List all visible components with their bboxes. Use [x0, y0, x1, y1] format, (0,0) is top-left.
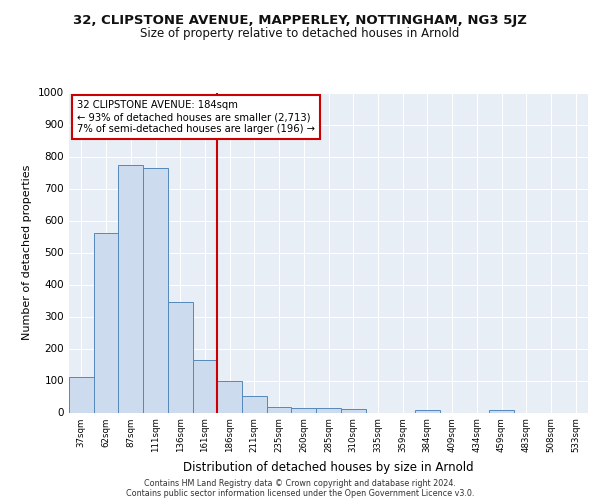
Bar [94, 232, 118, 412]
Text: Contains public sector information licensed under the Open Government Licence v3: Contains public sector information licen… [126, 488, 474, 498]
Bar [168, 302, 193, 412]
Bar [69, 376, 94, 412]
Bar [217, 381, 242, 412]
Bar [193, 360, 217, 412]
Bar [292, 408, 316, 412]
Text: 32, CLIPSTONE AVENUE, MAPPERLEY, NOTTINGHAM, NG3 5JZ: 32, CLIPSTONE AVENUE, MAPPERLEY, NOTTING… [73, 14, 527, 27]
Bar [489, 410, 514, 412]
Text: 32 CLIPSTONE AVENUE: 184sqm
← 93% of detached houses are smaller (2,713)
7% of s: 32 CLIPSTONE AVENUE: 184sqm ← 93% of det… [77, 100, 315, 134]
Text: Size of property relative to detached houses in Arnold: Size of property relative to detached ho… [140, 28, 460, 40]
Y-axis label: Number of detached properties: Number of detached properties [22, 165, 32, 340]
Bar [316, 408, 341, 412]
Bar [341, 408, 365, 412]
X-axis label: Distribution of detached houses by size in Arnold: Distribution of detached houses by size … [183, 460, 474, 473]
Bar [267, 406, 292, 412]
Bar [415, 410, 440, 412]
Bar [118, 164, 143, 412]
Bar [242, 396, 267, 412]
Bar [143, 168, 168, 412]
Text: Contains HM Land Registry data © Crown copyright and database right 2024.: Contains HM Land Registry data © Crown c… [144, 478, 456, 488]
